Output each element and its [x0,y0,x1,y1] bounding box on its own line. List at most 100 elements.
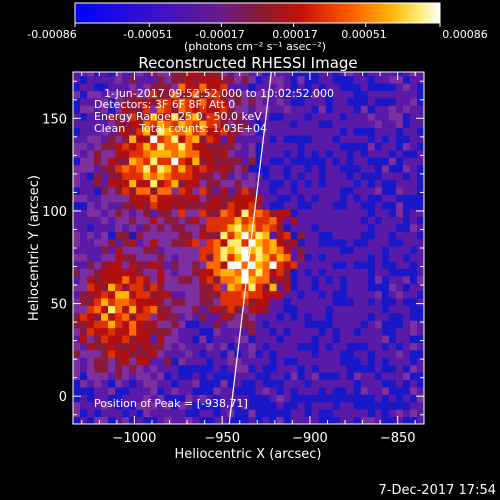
heatmap-cell [80,416,88,424]
heatmap-cell [297,238,306,247]
heatmap-cell [108,112,116,121]
heatmap-cell [304,305,313,314]
heatmap-cell [150,134,158,143]
heatmap-cell [220,283,228,292]
heatmap-cell [297,349,306,358]
heatmap-cell [262,149,271,158]
heatmap-cell [388,342,397,351]
heatmap-cell [374,260,383,269]
heatmap-cell [171,312,179,321]
heatmap-cell [346,83,355,92]
heatmap-cell [395,127,404,136]
heatmap-cell [171,120,179,129]
heatmap-cell [374,164,383,173]
heatmap-cell [164,72,172,77]
heatmap-cell [73,379,81,388]
heatmap-cell [122,253,130,262]
heatmap-cell [213,90,221,99]
heatmap-cell [409,186,418,195]
heatmap-cell [262,401,271,410]
heatmap-cell [262,194,271,203]
heatmap-cell [304,275,313,284]
heatmap-cell [136,134,144,143]
heatmap-cell [87,223,95,232]
heatmap-cell [87,216,95,225]
heatmap-cell [185,127,193,136]
heatmap-cell [388,223,397,232]
heatmap-cell [199,312,207,321]
heatmap-cell [402,223,411,232]
heatmap-cell [269,172,278,180]
heatmap-cell [206,172,214,180]
heatmap-cell [101,379,109,388]
heatmap-cell [101,246,109,255]
heatmap-cell [346,127,355,136]
heatmap-cell [290,268,299,277]
heatmap-cell [199,105,207,114]
heatmap-cell [276,312,285,321]
heatmap-cell [248,149,257,158]
heatmap-cell [255,90,264,99]
heatmap-cell [213,335,221,343]
heatmap-cell [157,401,165,410]
heatmap-cell [164,305,172,314]
heatmap-cell [213,105,221,114]
heatmap-cell [297,179,306,188]
heatmap-cell [157,186,165,195]
heatmap-cell [136,349,144,358]
heatmap-cell [416,120,424,129]
heatmap-cell [192,275,200,284]
heatmap-cell [304,372,313,381]
heatmap-cell [262,90,271,99]
heatmap-cell [87,134,95,143]
heatmap-cell [122,179,130,188]
heatmap-cell [220,72,228,77]
heatmap-cell [248,246,257,255]
heatmap-cell [339,83,348,92]
heatmap-cell [227,305,235,314]
heatmap-cell [87,105,95,114]
heatmap-cell [416,231,424,240]
heatmap-cell [171,327,179,336]
heatmap-cell [248,83,257,92]
heatmap-cell [80,231,88,240]
heatmap-cell [325,209,334,218]
heatmap-cell [416,164,424,173]
heatmap-cell [325,105,334,114]
heatmap-cell [94,379,102,388]
heatmap-cell [297,75,306,84]
heatmap-cell [409,320,418,329]
heatmap-cell [87,298,95,306]
heatmap-cell [143,253,151,262]
heatmap-cell [276,231,285,240]
heatmap-cell [185,164,193,173]
heatmap-cell [283,127,292,136]
heatmap-cell [290,164,299,173]
heatmap-cell [206,409,214,418]
heatmap-cell [248,216,257,225]
heatmap-cell [339,386,348,395]
heatmap-cell [227,134,235,143]
heatmap-cell [136,253,144,262]
heatmap-cell [185,149,193,158]
heatmap-cell [129,290,137,299]
heatmap-cell [416,157,424,166]
heatmap-cell [73,342,81,351]
heatmap-cell [101,409,109,418]
heatmap-cell [367,409,376,418]
heatmap-cell [164,209,172,218]
heatmap-cell [129,142,137,151]
heatmap-cell [220,401,228,410]
heatmap-cell [374,223,383,232]
heatmap-cell [290,275,299,284]
heatmap-cell [171,290,179,299]
heatmap-cell [346,142,355,151]
heatmap-cell [73,305,81,314]
heatmap-cell [248,320,257,329]
heatmap-cell [262,312,271,321]
heatmap-cell [185,72,193,77]
heatmap-cell [255,120,264,129]
heatmap-cell [318,260,327,269]
heatmap-cell [381,216,390,225]
heatmap-cell [122,372,130,381]
